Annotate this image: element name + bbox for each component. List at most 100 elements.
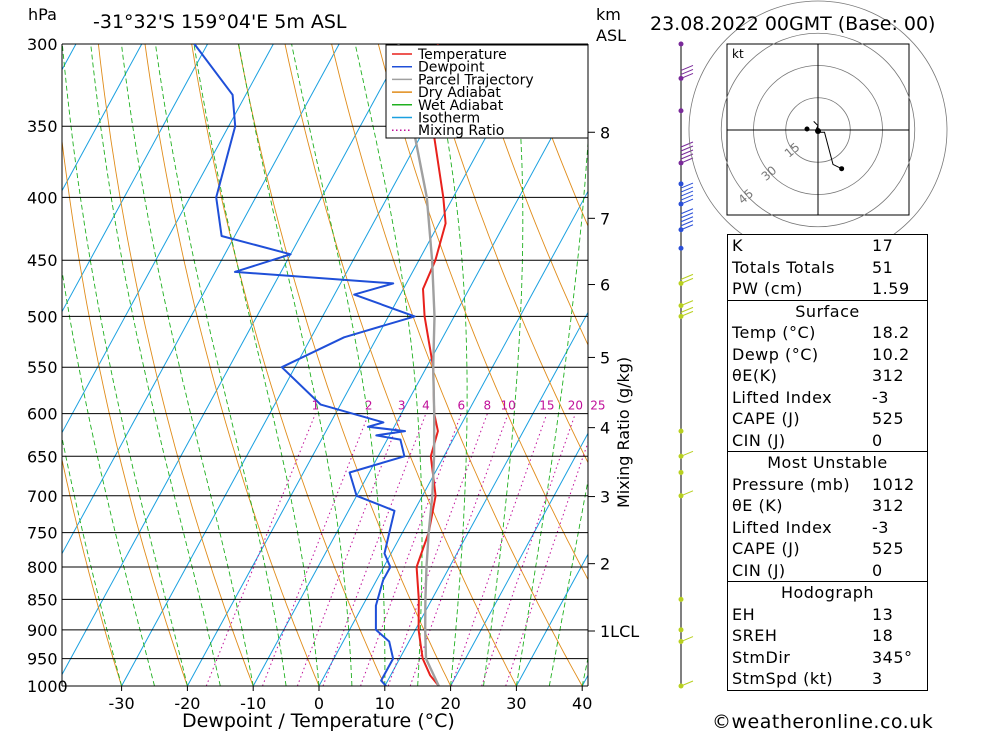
x-tick-label: 20 [440, 694, 460, 713]
wind-barb-flag [680, 273, 694, 280]
surface-heading: Surface [728, 299, 927, 323]
pressure-tick-label: 850 [27, 590, 58, 609]
wet-adiabat-line [548, 478, 588, 686]
hodograph-heading: Hodograph [728, 581, 927, 604]
isotherm-line [62, 44, 340, 555]
hodograph-storm [804, 126, 810, 132]
most-unstable-label: CAPE (J) [732, 539, 801, 558]
pressure-tick-label: 550 [27, 358, 58, 377]
hodograph-label: SREH [732, 626, 778, 645]
hodograph-value: 13 [872, 604, 894, 624]
km-tick-label: 2 [600, 555, 610, 574]
most-unstable-row: CIN (J) 0 [728, 560, 927, 582]
hodograph-ring [720, 32, 916, 228]
x-tick-label: 30 [506, 694, 526, 713]
wet-adiabat-line [430, 44, 468, 686]
wind-level-dot [678, 428, 684, 434]
hodograph-row: SREH 18 [728, 625, 927, 647]
legend-label: Temperature [417, 47, 507, 63]
pressure-tick-label: 800 [27, 558, 58, 577]
surface-label: Dewp (°C) [732, 344, 819, 364]
most-unstable-value: 0 [872, 560, 883, 580]
wind-level-dot [678, 245, 684, 251]
footer-credit: ©weatheronline.co.uk [712, 711, 934, 733]
wind-barb-flag [680, 194, 694, 201]
wind-barb-flag [680, 220, 694, 227]
index-value: 17 [872, 236, 894, 255]
index-row: Totals Totals 51 [728, 257, 927, 279]
hodograph-end [839, 166, 845, 172]
pressure-tick-label: 400 [27, 188, 58, 207]
isotherm-line [0, 44, 10, 686]
pressure-tick-label: 300 [27, 35, 58, 54]
hodograph-start [815, 128, 821, 134]
most-unstable-label: Lifted Index [732, 517, 833, 537]
x-tick-label: 10 [375, 694, 395, 713]
mixing-ratio-label: 15 [539, 399, 554, 413]
surface-label: CAPE (J) [732, 409, 801, 428]
surface-row: θE(K) 312 [728, 365, 927, 387]
km-tick-label: 1LCL [600, 622, 639, 641]
wind-barb-flag [680, 157, 694, 164]
dry-adiabat-line [62, 457, 123, 686]
hodograph-label: StmSpd (kt) [732, 669, 834, 688]
wind-barb-flag [680, 306, 694, 313]
wet-adiabat-line [62, 44, 188, 686]
hodograph-value: 3 [872, 669, 883, 688]
wind-barb-flag [680, 680, 694, 687]
x-axis-label: Dewpoint / Temperature (°C) [182, 710, 455, 732]
mixing-ratio-line [205, 413, 316, 686]
most-unstable-row: θE (K) 312 [728, 495, 927, 517]
pressure-tick-label: 750 [27, 524, 58, 543]
wind-barb-flag [680, 190, 694, 197]
hodograph-value: 18 [872, 626, 894, 645]
mixing-ratio-label: 1 [312, 399, 320, 413]
hodograph-label: StmDir [732, 647, 791, 667]
wind-barb-flag [680, 72, 694, 79]
wind-barb-flag [680, 145, 694, 152]
surface-row: Lifted Index -3 [728, 387, 927, 409]
most-unstable-label: Pressure (mb) [732, 474, 851, 494]
surface-row: Temp (°C) 18.2 [728, 322, 927, 344]
most-unstable-label: θE (K) [732, 496, 783, 515]
km-tick-label: 7 [600, 209, 610, 228]
most-unstable-row: Lifted Index -3 [728, 517, 927, 539]
most-unstable-row: Pressure (mb) 1012 [728, 474, 927, 496]
surface-label: Lifted Index [732, 387, 833, 407]
location-title: -31°32'S 159°04'E 5m ASL [93, 11, 347, 33]
index-value: 51 [872, 257, 894, 277]
legend-box [385, 44, 589, 139]
mixing-ratio-label: 4 [422, 399, 430, 413]
surface-label: Temp (°C) [732, 323, 816, 342]
pressure-tick-label: 450 [27, 251, 58, 270]
wet-adiabat-line [354, 44, 423, 686]
mixing-ratio-axis-label: Mixing Ratio (g/kg) [614, 357, 633, 508]
index-value: 1.59 [872, 279, 910, 298]
hpa-label: hPa [28, 5, 57, 24]
isotherm-line [186, 44, 537, 686]
pressure-tick-label: 900 [27, 621, 58, 640]
surface-value: 525 [872, 409, 905, 428]
wind-level-dot [678, 181, 684, 187]
x-tick-label: 40 [572, 694, 592, 713]
most-unstable-value: 1012 [872, 474, 915, 494]
pressure-tick-label: 700 [27, 487, 58, 506]
wind-barb-column [678, 41, 694, 689]
surface-value: 10.2 [872, 344, 910, 364]
indices-panel: K 17 Totals Totals 51 PW (cm) 1.59 Surface Te… [727, 234, 928, 691]
height-axis: 8 7 6 5 4 3 2 1LCL [588, 123, 639, 641]
wet-adiabat-line [193, 44, 320, 686]
isotherm-line [384, 311, 588, 686]
wind-barb-flag [680, 64, 694, 71]
km-tick-label: 4 [600, 419, 610, 438]
mixing-ratio-label: 8 [484, 399, 492, 413]
isotherm-line [62, 44, 406, 676]
x-tick-label: -10 [240, 694, 266, 713]
surface-row: CAPE (J) 525 [728, 408, 927, 430]
surface-value: 0 [872, 430, 883, 450]
index-row: PW (cm) 1.59 [728, 278, 927, 300]
wind-barb-flag [680, 153, 694, 160]
pressure-tick-label: 600 [27, 405, 58, 424]
wet-adiabat-line [515, 136, 588, 686]
